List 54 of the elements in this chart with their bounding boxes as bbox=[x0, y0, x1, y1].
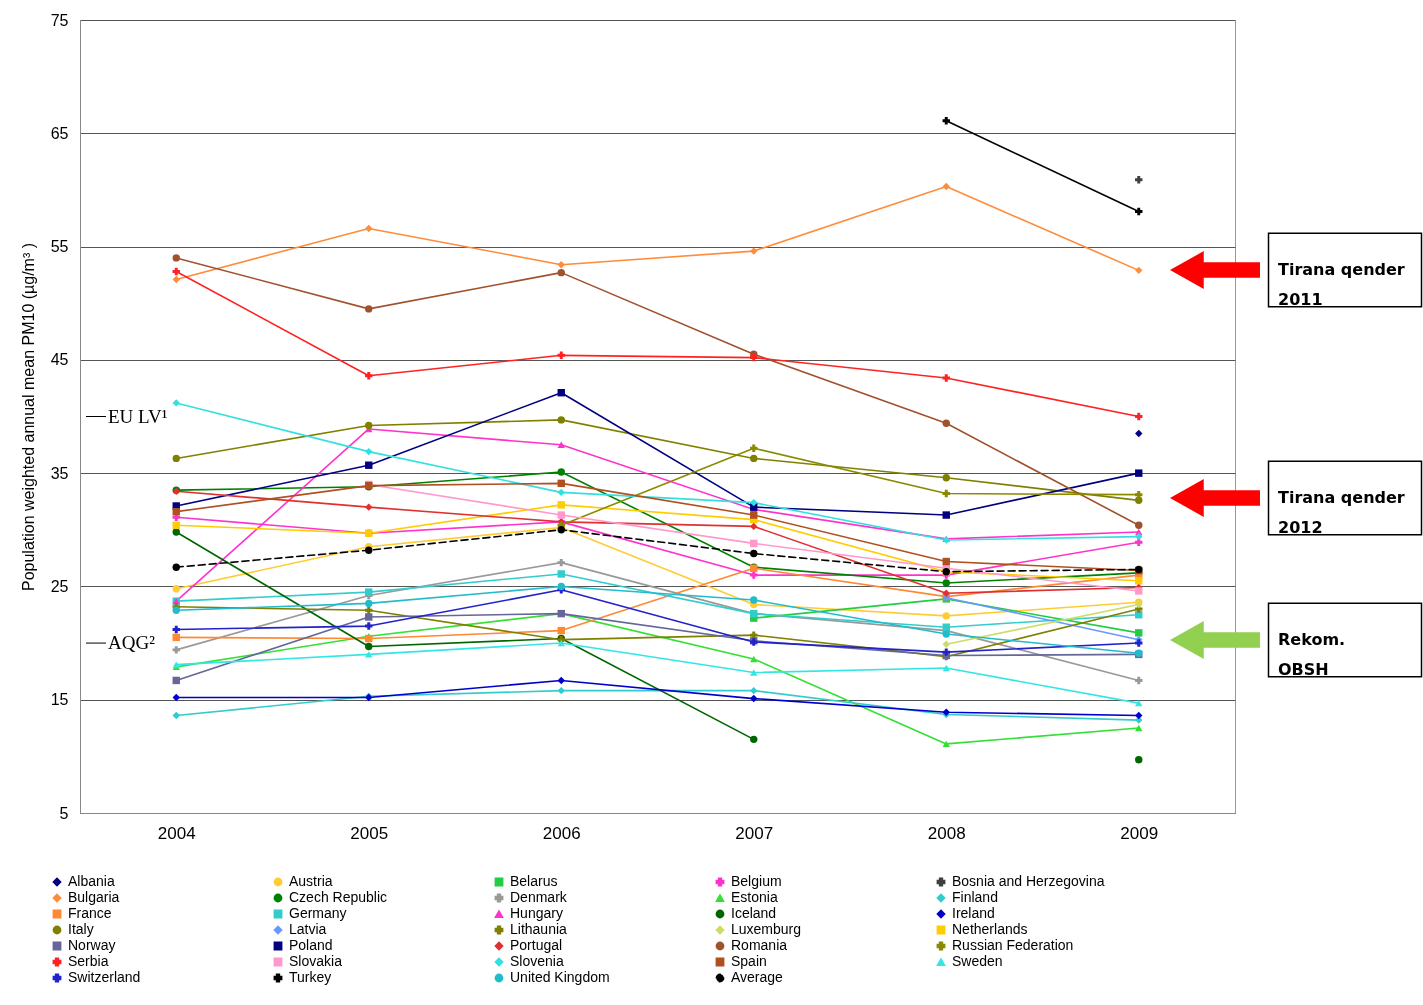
y-tick-label: 65 bbox=[50, 124, 69, 142]
legend-label: Switzerland bbox=[68, 969, 141, 985]
x-tick-label: 2004 bbox=[157, 823, 196, 843]
ref-line-label: EU LV¹ bbox=[108, 405, 168, 427]
legend-label: Austria bbox=[289, 873, 333, 889]
y-axis-title: Population weighted annual mean PM10 (µg/m³ ) bbox=[19, 242, 37, 592]
y-tick-label: 5 bbox=[59, 804, 69, 822]
legend-label: United Kingdom bbox=[510, 969, 610, 985]
legend-label: Belgium bbox=[731, 873, 782, 889]
y-tick-label: 75 bbox=[50, 11, 69, 29]
legend-label: Albania bbox=[68, 873, 115, 889]
text: Tirana qender 2011 bbox=[1278, 260, 1405, 309]
legend-label: Belarus bbox=[510, 873, 558, 889]
text: Rekom. OBSH bbox=[1278, 630, 1346, 679]
legend-label: Serbia bbox=[68, 953, 109, 969]
legend-label: Romania bbox=[731, 937, 788, 953]
legend-label: France bbox=[68, 905, 112, 921]
legend-label: Ireland bbox=[952, 905, 995, 921]
legend-label: Finland bbox=[952, 889, 998, 905]
legend-label: Russian Federation bbox=[952, 937, 1074, 953]
legend-label: Bulgaria bbox=[68, 889, 120, 905]
legend-label: Portugal bbox=[510, 937, 563, 953]
y-tick-label: 45 bbox=[50, 351, 69, 369]
legend-label: Slovenia bbox=[510, 953, 564, 969]
legend-label: Estonia bbox=[731, 889, 778, 905]
text: Tirana qender 2012 bbox=[1278, 488, 1405, 537]
legend-label: Norway bbox=[68, 937, 116, 953]
legend-label: Denmark bbox=[510, 889, 568, 905]
y-tick-label: 15 bbox=[50, 691, 69, 709]
legend-label: Latvia bbox=[289, 921, 327, 937]
x-tick-label: 2007 bbox=[735, 823, 774, 843]
legend-label: Slovakia bbox=[289, 953, 343, 969]
x-tick-label: 2009 bbox=[1120, 823, 1159, 843]
legend-label: Netherlands bbox=[952, 921, 1028, 937]
legend-label: Luxemburg bbox=[731, 921, 802, 937]
y-tick-label: 35 bbox=[50, 464, 69, 482]
legend-label: Hungary bbox=[510, 905, 563, 921]
x-tick-label: 2008 bbox=[927, 823, 966, 843]
y-tick-label: 25 bbox=[50, 577, 69, 595]
legend-label: Bosnia and Herzegovina bbox=[952, 873, 1105, 889]
y-tick-label: 55 bbox=[50, 238, 69, 256]
legend-label: Spain bbox=[731, 953, 767, 969]
legend-label: Germany bbox=[289, 905, 347, 921]
ref-line-label: AQG² bbox=[108, 632, 156, 654]
legend-label: Turkey bbox=[289, 969, 332, 985]
legend-label: Average bbox=[731, 969, 784, 985]
legend-label: Iceland bbox=[731, 905, 777, 921]
legend-label: Poland bbox=[289, 937, 333, 953]
legend-label: Italy bbox=[68, 921, 94, 937]
legend-label: Lithaunia bbox=[510, 921, 568, 937]
x-tick-label: 2006 bbox=[542, 823, 581, 843]
legend-label: Czech Republic bbox=[289, 889, 388, 905]
x-tick-label: 2005 bbox=[350, 823, 389, 843]
legend-label: Sweden bbox=[952, 953, 1003, 969]
